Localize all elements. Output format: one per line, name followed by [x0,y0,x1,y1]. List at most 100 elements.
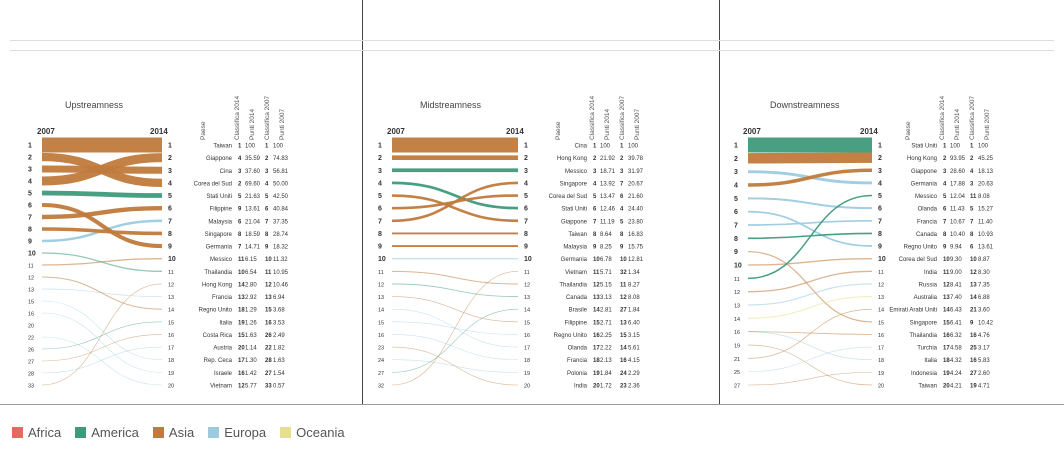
table-rank2007-midstreamness-cina: 1 [620,144,624,150]
table-points2007-midstreamness-filippine: 6.40 [628,320,640,326]
left-tick-downstreamness-3: 3 [734,169,738,176]
table-rank2007-midstreamness-stati-uniti: 4 [620,207,624,213]
left-tick-upstreamness-22: 22 [28,336,34,342]
table-points2014-upstreamness-thailandia: 6.54 [245,270,257,276]
flow-midstreamness-singapore [391,181,519,223]
table-points2014-upstreamness-vietnam: 5.77 [245,384,257,390]
table-points2014-midstreamness-stati-uniti: 12.46 [600,207,616,213]
left-tick-downstreamness-4: 4 [734,183,738,190]
table-rank2007-upstreamness-rep-ceca: 28 [265,358,272,364]
flow-downstreamness-italia [747,331,873,361]
table-points2007-upstreamness-filippine: 40.84 [273,207,289,213]
table-points2007-midstreamness-corea-del-sud: 21.60 [628,194,644,200]
left-tick-midstreamness-7: 7 [378,218,382,225]
left-tick-downstreamness-13: 13 [734,304,740,310]
right-tick-midstreamness-18: 18 [524,358,530,364]
right-tick-midstreamness-2: 2 [524,155,528,162]
table-rank2014-upstreamness-singapore: 8 [238,232,242,238]
flow-downstreamness-messico [747,194,873,280]
table-rank2007-downstreamness-taiwan: 19 [970,384,977,390]
table-rank2007-upstreamness-messico: 10 [265,257,272,263]
right-tick-upstreamness-13: 13 [168,295,174,301]
table-points2014-downstreamness-italia: 4.32 [950,358,962,364]
table-points2014-midstreamness-filippine: 2.71 [600,320,612,326]
flow-midstreamness-polonia [391,359,519,373]
right-tick-midstreamness-5: 5 [524,193,528,200]
table-rank2007-midstreamness-francia: 16 [620,358,627,364]
left-tick-upstreamness-28: 28 [28,372,34,378]
table-points2007-upstreamness-germania: 18.32 [273,245,289,251]
table-points2014-midstreamness-cina: 100 [600,144,611,150]
flow-downstreamness-taiwan [747,344,873,386]
table-header-downstreamness-3: Classifica 2007 [969,96,976,140]
right-tick-upstreamness-17: 17 [168,346,174,352]
table-header-midstreamness-3: Classifica 2007 [619,96,626,140]
table-points2014-upstreamness-francia: 2.92 [245,295,257,301]
table-rank2014-midstreamness-singapore: 4 [593,181,597,187]
table-country-upstreamness-stati-uniti: Stati Uniti [206,194,232,200]
table-rank2014-downstreamness-emirati-arabi-uniti: 14 [943,308,950,314]
table-points2014-downstreamness-india: 9.00 [950,270,962,276]
legend-item-europa: Europa [208,425,266,440]
x-label-midstreamness-2014: 2014 [506,127,524,136]
flow-upstreamness-regno-unito [41,300,163,361]
table-country-midstreamness-corea-del-sud: Corea del Sud [549,194,587,200]
table-rank2007-midstreamness-canada: 12 [620,295,627,301]
table-rank2014-upstreamness-giappone: 4 [238,156,242,162]
right-tick-upstreamness-14: 14 [168,308,174,314]
table-country-upstreamness-messico: Messico [210,257,233,263]
table-rank2014-upstreamness-vietnam: 12 [238,384,245,390]
table-rank2014-midstreamness-corea-del-sud: 5 [593,194,597,200]
right-tick-downstreamness-2: 2 [878,155,882,162]
left-tick-downstreamness-11: 11 [734,277,740,283]
table-points2014-upstreamness-giappone: 35.59 [245,156,261,162]
left-tick-upstreamness-16: 16 [28,312,34,318]
table-rank2014-downstreamness-italia: 18 [943,358,950,364]
flow-downstreamness-thailandia [747,331,873,335]
flow-upstreamness-giappone [41,152,163,188]
table-rank2014-downstreamness-hong-kong: 2 [943,156,947,162]
right-tick-upstreamness-4: 4 [168,180,172,187]
table-rank2007-downstreamness-canada: 8 [970,232,974,238]
table-country-midstreamness-brasile: Brasile [569,308,588,314]
table-rank2014-midstreamness-germania: 10 [593,257,600,263]
legend-swatch-africa [12,426,23,438]
table-rank2014-midstreamness-canada: 13 [593,295,600,301]
panel-midstreamness [363,0,720,404]
table-points2014-downstreamness-corea-del-sud: 9.30 [950,257,962,263]
table-header-upstreamness-1: Classifica 2014 [234,96,241,140]
table-rank2007-upstreamness-corea-del-sud: 4 [265,181,269,187]
flow-upstreamness-singapore [41,227,163,236]
table-points2014-upstreamness-corea-del-sud: 69.60 [245,181,261,187]
table-rank2007-upstreamness-stati-uniti: 5 [265,194,269,200]
table-header-midstreamness-2: Punti 2014 [604,109,611,140]
flow-downstreamness-emirati-arabi-uniti [747,308,873,359]
legend-swatch-asia [152,426,164,438]
table-rank2014-downstreamness-russia: 12 [943,282,950,288]
left-tick-midstreamness-8: 8 [378,231,382,238]
table-rank2014-downstreamness-giappone: 3 [943,169,947,175]
table-rank2007-midstreamness-thailandia: 11 [620,282,627,288]
flow-downstreamness-indonesia [747,372,873,386]
right-tick-downstreamness-8: 8 [878,231,882,238]
table-country-midstreamness-polonia: Polonia [567,371,588,377]
table-points2007-downstreamness-taiwan: 4.71 [978,384,990,390]
table-country-midstreamness-germania: Germania [561,257,588,263]
table-points2007-downstreamness-indonesia: 2.60 [978,371,990,377]
table-rank2007-upstreamness-cina: 3 [265,169,269,175]
table-header-midstreamness-4: Punti 2007 [634,109,641,140]
table-rank2007-downstreamness-russia: 13 [970,282,977,288]
table-points2014-midstreamness-vietnam: 5.71 [600,270,612,276]
table-points2007-downstreamness-russia: 7.35 [978,282,990,288]
x-label-upstreamness-2007: 2007 [37,127,55,136]
table-rank2007-midstreamness-singapore: 7 [620,181,624,187]
table-rank2014-upstreamness-rep-ceca: 17 [238,358,245,364]
table-rank2007-upstreamness-costa-rica: 26 [265,333,272,339]
left-tick-downstreamness-10: 10 [734,263,742,270]
table-points2014-downstreamness-thailandia: 6.32 [950,333,962,339]
table-points2007-downstreamness-messico: 8.08 [978,194,990,200]
table-points2007-midstreamness-giappone: 23.80 [628,219,644,225]
right-tick-downstreamness-13: 13 [878,295,884,301]
left-tick-midstreamness-6: 6 [378,206,382,213]
